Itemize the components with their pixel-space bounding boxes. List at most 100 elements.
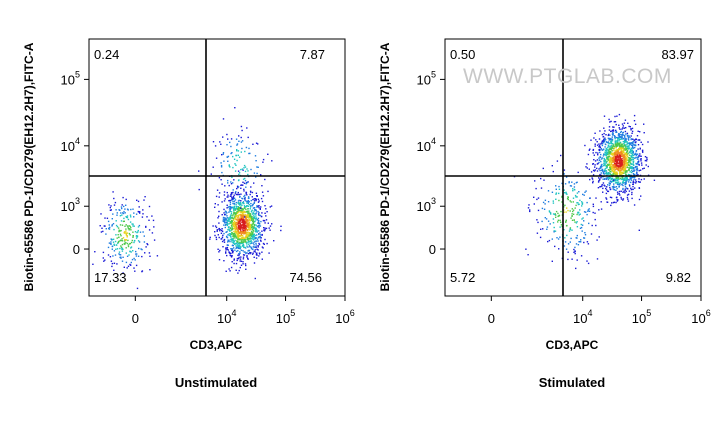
- event-dot: [608, 173, 610, 175]
- event-dot: [622, 184, 624, 187]
- event-dot: [232, 196, 235, 198]
- event-dot: [237, 257, 240, 260]
- event-dot: [608, 137, 611, 140]
- event-dot: [121, 214, 123, 216]
- event-dot: [620, 159, 622, 161]
- event-dot: [638, 181, 640, 183]
- event-dot: [252, 248, 254, 250]
- event-dot: [229, 166, 231, 168]
- event-dot: [226, 217, 229, 219]
- event-dot: [616, 154, 619, 156]
- event-dot: [238, 135, 240, 137]
- event-dot: [613, 183, 615, 185]
- event-dot: [574, 194, 577, 197]
- event-dot: [638, 169, 640, 172]
- event-dot: [596, 167, 598, 170]
- event-dot: [596, 258, 599, 260]
- event-dot: [625, 159, 627, 161]
- event-dot: [240, 242, 242, 244]
- event-dot: [237, 235, 239, 237]
- event-dot: [583, 194, 585, 196]
- event-dot: [249, 237, 252, 239]
- event-dot: [618, 169, 620, 171]
- event-dot: [222, 246, 224, 248]
- event-dot: [563, 229, 565, 231]
- event-dot: [614, 169, 617, 171]
- event-dot: [619, 183, 621, 185]
- event-dot: [251, 233, 254, 235]
- event-dot: [255, 240, 257, 242]
- event-dot: [237, 206, 240, 208]
- event-dot: [228, 200, 230, 202]
- event-dot: [620, 151, 623, 153]
- event-dot: [246, 245, 248, 247]
- event-dot: [255, 231, 257, 233]
- event-dot: [222, 218, 225, 220]
- event-dot: [605, 198, 608, 200]
- event-dot: [603, 162, 605, 165]
- event-dot: [572, 188, 574, 190]
- event-dot: [231, 206, 234, 209]
- event-dot: [615, 157, 618, 159]
- event-dot: [243, 251, 245, 253]
- event-dot: [108, 227, 110, 230]
- event-dot: [242, 225, 245, 227]
- event-dot: [626, 153, 628, 156]
- event-dot: [225, 236, 228, 238]
- event-dot: [234, 225, 237, 228]
- event-dot: [255, 217, 258, 219]
- event-dot: [102, 257, 104, 259]
- y-tick-label: 105: [417, 69, 436, 87]
- event-dot: [626, 145, 628, 148]
- event-dot: [232, 238, 234, 240]
- event-dot: [555, 193, 557, 195]
- event-dot: [248, 223, 251, 225]
- event-dot: [626, 149, 628, 151]
- event-dot: [226, 224, 229, 227]
- event-dot: [609, 196, 612, 198]
- event-dot: [597, 187, 600, 189]
- event-dot: [632, 188, 634, 191]
- event-dot: [235, 250, 238, 253]
- event-dot: [621, 136, 623, 138]
- event-dot: [252, 238, 254, 240]
- event-dot: [568, 182, 570, 184]
- event-dot: [598, 143, 600, 145]
- event-dot: [240, 232, 242, 235]
- event-dot: [626, 157, 628, 159]
- event-dot: [636, 135, 639, 137]
- event-dots: [92, 107, 282, 290]
- event-dot: [565, 176, 568, 178]
- event-dot: [617, 184, 619, 186]
- event-dot: [628, 184, 631, 186]
- event-dot: [609, 148, 612, 151]
- event-dot: [614, 142, 617, 144]
- event-dot: [256, 205, 258, 207]
- event-dot: [615, 143, 618, 145]
- event-dot: [122, 220, 125, 223]
- event-dot: [260, 174, 262, 176]
- event-dot: [613, 126, 615, 128]
- event-dot: [100, 231, 103, 233]
- event-dot: [644, 159, 647, 162]
- event-dot: [601, 149, 603, 151]
- event-dot: [130, 246, 133, 248]
- event-dot: [627, 122, 629, 124]
- event-dot: [542, 228, 544, 230]
- event-dot: [241, 217, 243, 220]
- event-dot: [614, 153, 617, 155]
- event-dot: [120, 239, 122, 241]
- event-dot: [233, 243, 236, 245]
- event-dot: [232, 208, 235, 210]
- event-dot: [129, 214, 132, 216]
- event-dot: [618, 135, 620, 137]
- event-dot: [595, 139, 597, 141]
- event-dot: [113, 244, 116, 246]
- event-dot: [237, 237, 239, 239]
- event-dot: [232, 219, 235, 221]
- event-dot: [536, 219, 538, 221]
- event-dot: [610, 171, 612, 173]
- event-dot: [234, 199, 237, 201]
- event-dot: [265, 219, 268, 221]
- event-dot: [227, 179, 229, 182]
